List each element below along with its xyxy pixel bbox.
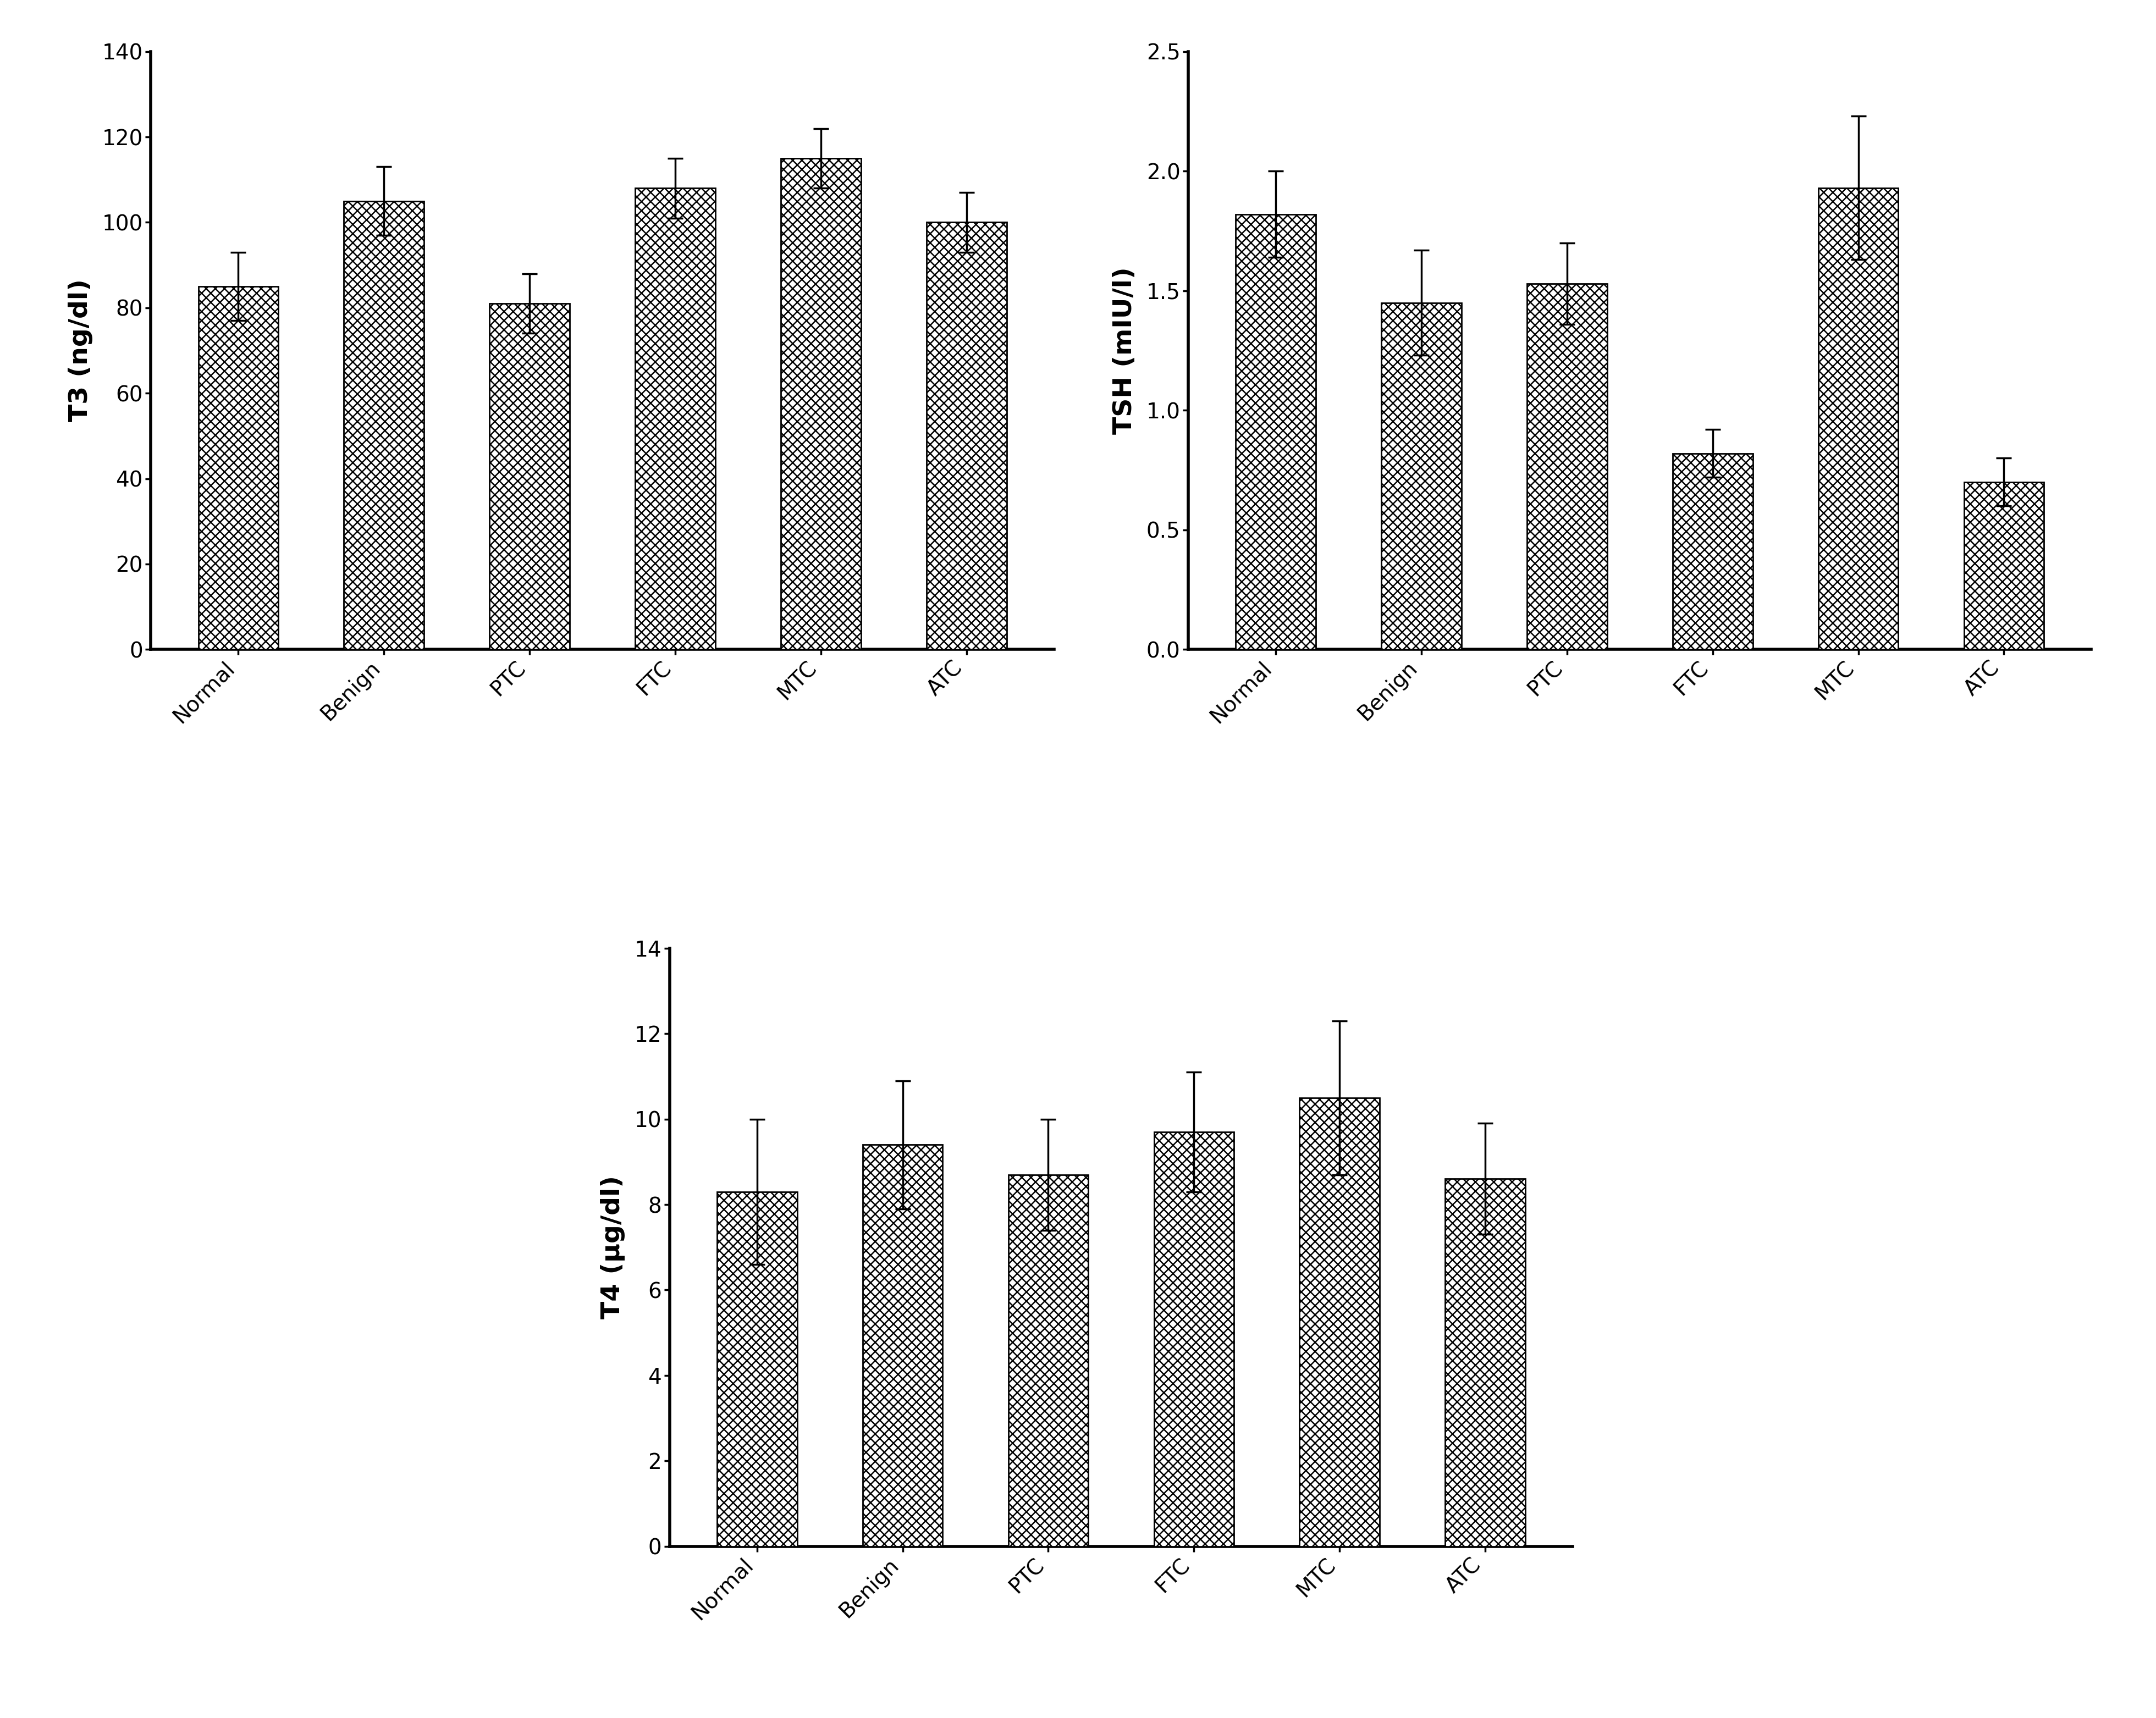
Bar — [1300, 1098, 1380, 1546]
Y-axis label: TSH (mIU/l): TSH (mIU/l) — [1112, 266, 1136, 435]
Bar — [1673, 454, 1753, 649]
Bar — [1153, 1132, 1233, 1546]
Bar — [345, 201, 425, 649]
Bar — [1235, 215, 1315, 649]
Bar — [489, 304, 569, 649]
Bar — [1009, 1175, 1089, 1546]
Bar — [1526, 283, 1606, 649]
Bar — [862, 1144, 942, 1546]
Bar — [1964, 483, 2044, 649]
Bar — [636, 189, 716, 649]
Y-axis label: T3 (ng/dl): T3 (ng/dl) — [69, 278, 93, 423]
Bar — [198, 287, 278, 649]
Bar — [1445, 1179, 1524, 1546]
Bar — [927, 222, 1007, 649]
Bar — [1382, 302, 1462, 649]
Bar — [1818, 187, 1897, 649]
Y-axis label: T4 (μg/dl): T4 (μg/dl) — [599, 1175, 625, 1319]
Bar — [780, 158, 860, 649]
Bar — [718, 1192, 798, 1546]
